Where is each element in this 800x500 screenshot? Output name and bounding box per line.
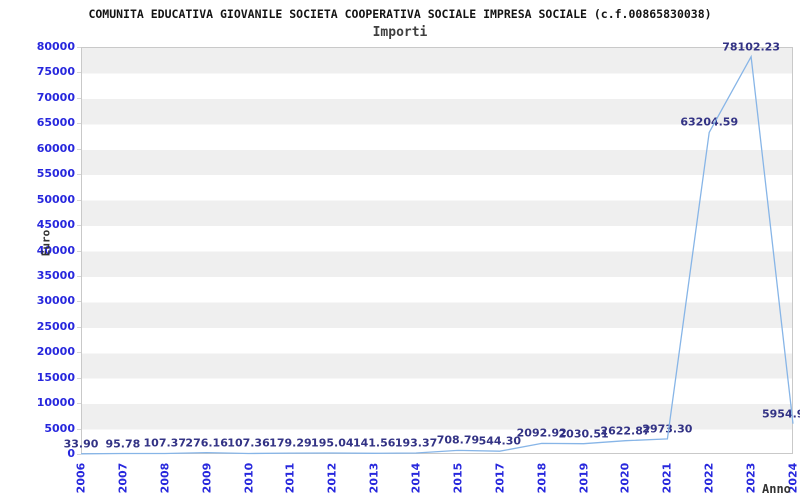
x-tick-label: 2019 — [577, 462, 591, 494]
y-tick-mark — [77, 199, 81, 201]
y-tick-label: 50000 — [36, 192, 75, 206]
y-tick-label: 5000 — [44, 421, 75, 435]
x-tick-label: 2008 — [158, 462, 172, 494]
chart-title: COMUNITA EDUCATIVA GIOVANILE SOCIETA COO… — [88, 7, 712, 21]
x-tick-label: 2017 — [493, 462, 507, 494]
x-tick-label: 2010 — [242, 462, 256, 494]
x-tick-label: 2011 — [283, 462, 297, 494]
data-point-label: 33.90 — [63, 437, 99, 451]
y-tick-label: 55000 — [36, 167, 75, 181]
x-tick-label: 2021 — [660, 462, 674, 494]
data-point-label: 95.78 — [105, 437, 141, 450]
y-tick-label: 45000 — [36, 218, 75, 232]
data-point-label: 141.56 — [352, 436, 396, 450]
y-tick-label: 15000 — [36, 370, 75, 384]
data-point-label: 276.16 — [185, 436, 228, 450]
y-tick-label: 0 — [67, 447, 75, 460]
x-tick-label: 2022 — [702, 462, 716, 494]
y-tick-label: 75000 — [36, 65, 75, 79]
data-point-label: 2973.30 — [642, 422, 693, 436]
y-tick-label: 60000 — [36, 141, 75, 155]
y-tick-label: 70000 — [36, 90, 75, 104]
y-tick-mark — [77, 275, 81, 277]
y-tick-mark — [77, 454, 81, 455]
chart-subtitle: Importi — [372, 25, 428, 40]
y-tick-mark — [77, 72, 81, 74]
y-tick-label: 20000 — [36, 345, 75, 359]
x-tick-label: 2023 — [744, 462, 758, 494]
y-tick-label: 35000 — [36, 268, 75, 282]
data-point-label: 63204.59 — [680, 115, 739, 129]
x-tick-label: 2018 — [535, 462, 549, 494]
y-tick-label: 80000 — [36, 40, 75, 53]
data-point-label: 107.37 — [143, 436, 186, 450]
y-tick-mark — [77, 352, 81, 354]
data-point-label: 78102.23 — [722, 40, 780, 54]
x-tick-label: 2012 — [325, 462, 339, 494]
data-point-label: 708.79 — [436, 433, 480, 447]
data-point-label: 544.30 — [478, 434, 522, 448]
y-tick-mark — [77, 377, 81, 379]
y-tick-mark — [77, 97, 81, 99]
x-tick-label: 2009 — [200, 462, 214, 494]
data-point-label: 5954.9 — [762, 407, 800, 421]
y-tick-mark — [77, 174, 81, 176]
x-tick-label: 2013 — [367, 462, 381, 494]
y-tick-label: 10000 — [36, 396, 75, 410]
y-axis-title: Euro — [39, 229, 53, 257]
y-tick-mark — [77, 225, 81, 227]
x-axis-title: Anno — [762, 482, 791, 496]
y-tick-mark — [77, 428, 81, 430]
data-point-label: 179.29 — [269, 436, 312, 450]
plot-area — [81, 47, 793, 454]
y-tick-mark — [77, 403, 81, 405]
x-tick-label: 2020 — [618, 462, 632, 494]
x-tick-label: 2014 — [409, 462, 423, 494]
x-tick-label: 2007 — [116, 462, 130, 494]
y-tick-label: 25000 — [36, 319, 75, 333]
x-tick-label: 2015 — [451, 462, 465, 494]
y-tick-label: 40000 — [36, 243, 75, 257]
y-tick-mark — [77, 250, 81, 252]
y-tick-mark — [77, 47, 81, 48]
y-tick-mark — [77, 301, 81, 303]
data-point-label: 107.36 — [227, 436, 270, 450]
y-tick-label: 30000 — [36, 294, 75, 308]
x-tick-label: 2006 — [74, 462, 88, 494]
y-tick-mark — [77, 148, 81, 150]
y-tick-label: 65000 — [36, 116, 75, 130]
data-point-label: 195.04 — [311, 436, 354, 450]
data-point-label: 193.37 — [394, 436, 438, 450]
y-tick-mark — [77, 123, 81, 125]
y-tick-mark — [77, 326, 81, 328]
